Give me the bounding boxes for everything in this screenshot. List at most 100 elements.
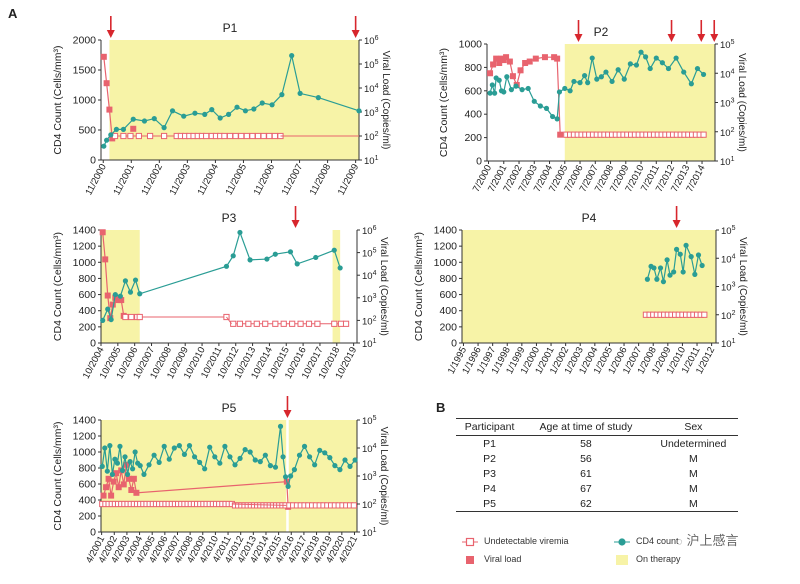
cd4-point [112, 291, 118, 298]
legend-therapy: On therapy [614, 554, 681, 565]
arrow-marker-icon [351, 16, 360, 38]
cd4-point [242, 108, 249, 114]
cd4-point [306, 454, 313, 460]
undetectable-point [128, 313, 135, 321]
viral-series-line [102, 464, 289, 507]
y-tick-label: 800 [439, 273, 457, 285]
cd4-point [161, 125, 167, 131]
chart-title: P3 [222, 211, 237, 225]
undetectable-point [226, 132, 234, 140]
cd4-point [124, 471, 131, 477]
y-tick-label: 800 [78, 273, 96, 285]
cd4-point [130, 466, 136, 472]
cd4-point [571, 78, 577, 85]
viral-point [108, 492, 115, 499]
y2-tick-label: 102 [721, 310, 736, 322]
cd4-point [554, 116, 560, 122]
y2-axis-label: Viral Load (Copies/ml) [378, 237, 389, 336]
cd4-point [673, 246, 680, 252]
viral-point [496, 60, 503, 67]
y-tick-label: 800 [78, 463, 96, 475]
cd4-point [643, 54, 649, 60]
cd4-point [269, 102, 275, 108]
undetectable-point [305, 320, 313, 327]
y-tick-label: 200 [78, 321, 96, 333]
cell-participant: P4 [483, 482, 496, 495]
cd4-point [247, 257, 253, 263]
cd4-point [556, 89, 563, 95]
y2-tick-label: 103 [362, 293, 377, 305]
cd4-point [107, 443, 113, 449]
cd4-point [222, 443, 228, 449]
cd4-point [577, 80, 583, 86]
viral-point [110, 478, 117, 485]
cd4-point [562, 85, 568, 92]
cd4-point [331, 247, 337, 253]
undetectable-point [337, 320, 345, 327]
cd4-point [264, 256, 270, 262]
cell-sex: M [688, 452, 698, 465]
cd4-point [99, 463, 105, 469]
y2-tick-label: 105 [362, 248, 377, 260]
x-tick-label: 11/2001 [111, 162, 137, 197]
viral-point [522, 60, 529, 67]
y2-tick-label: 105 [720, 39, 735, 51]
cd4-point [259, 100, 265, 106]
y-tick-label: 1400 [73, 415, 97, 427]
cd4-point [104, 137, 110, 143]
watermark-text: 沪上感言 [686, 533, 739, 548]
cd4-point [197, 459, 203, 465]
viral-point [109, 301, 116, 308]
cd4-point [287, 249, 294, 255]
undetectable-point [245, 320, 252, 327]
cd4-point [688, 81, 694, 87]
y-axis-label: CD4 Count (Cells/mm³) [413, 232, 425, 341]
viral-point [526, 58, 533, 65]
y-tick-label: 0 [451, 338, 457, 350]
cd4-point [100, 317, 106, 323]
cd4-point [342, 457, 348, 463]
legend-therapy-label: On therapy [636, 554, 681, 564]
y2-axis-label: Viral Load (Copies/ml) [378, 427, 389, 526]
cell-age: 67 [580, 482, 592, 495]
y-tick-label: 200 [439, 321, 457, 333]
viral-point [128, 487, 135, 493]
cd4-point [337, 467, 343, 473]
cd4-point [176, 443, 182, 449]
viral-point [102, 256, 109, 263]
undetectable-point [331, 320, 338, 327]
undetectable-point [249, 132, 256, 140]
cd4-point [151, 452, 157, 458]
cd4-point [582, 72, 588, 79]
cd4-point [585, 80, 591, 86]
cd4-point [313, 254, 319, 261]
undetectable-point [236, 320, 244, 327]
y2-tick-label: 104 [362, 443, 377, 455]
cell-age: 56 [580, 452, 592, 465]
panel-b-label: B [436, 400, 446, 415]
cd4-point [525, 85, 531, 92]
cd4-point [161, 443, 167, 449]
y-tick-label: 1500 [73, 65, 97, 77]
y-tick-label: 800 [464, 62, 482, 74]
undetectable-point [342, 320, 350, 327]
cd4-point [272, 464, 279, 470]
chart-p1: 0 500 1000 1500 2000 101 102 103 104 105 106 11/200… [52, 16, 391, 197]
cd4-point [671, 269, 677, 275]
cd4-point [501, 89, 507, 95]
legend-undetectable-label: Undetectable viremia [484, 536, 569, 546]
cd4-point [251, 106, 257, 112]
cd4-point [212, 454, 218, 460]
cd4-point [677, 251, 683, 257]
y2-tick-label: 105 [362, 415, 377, 427]
undetectable-point [297, 320, 304, 327]
panel-a-label: A [8, 6, 18, 21]
therapy-swatch-icon [616, 554, 628, 565]
cd4-point [603, 69, 609, 75]
y2-tick-label: 104 [364, 83, 379, 95]
cd4-point [692, 271, 698, 277]
y-tick-label: 600 [78, 289, 96, 301]
cd4-point [227, 454, 233, 460]
arrow-marker-icon [667, 20, 676, 42]
